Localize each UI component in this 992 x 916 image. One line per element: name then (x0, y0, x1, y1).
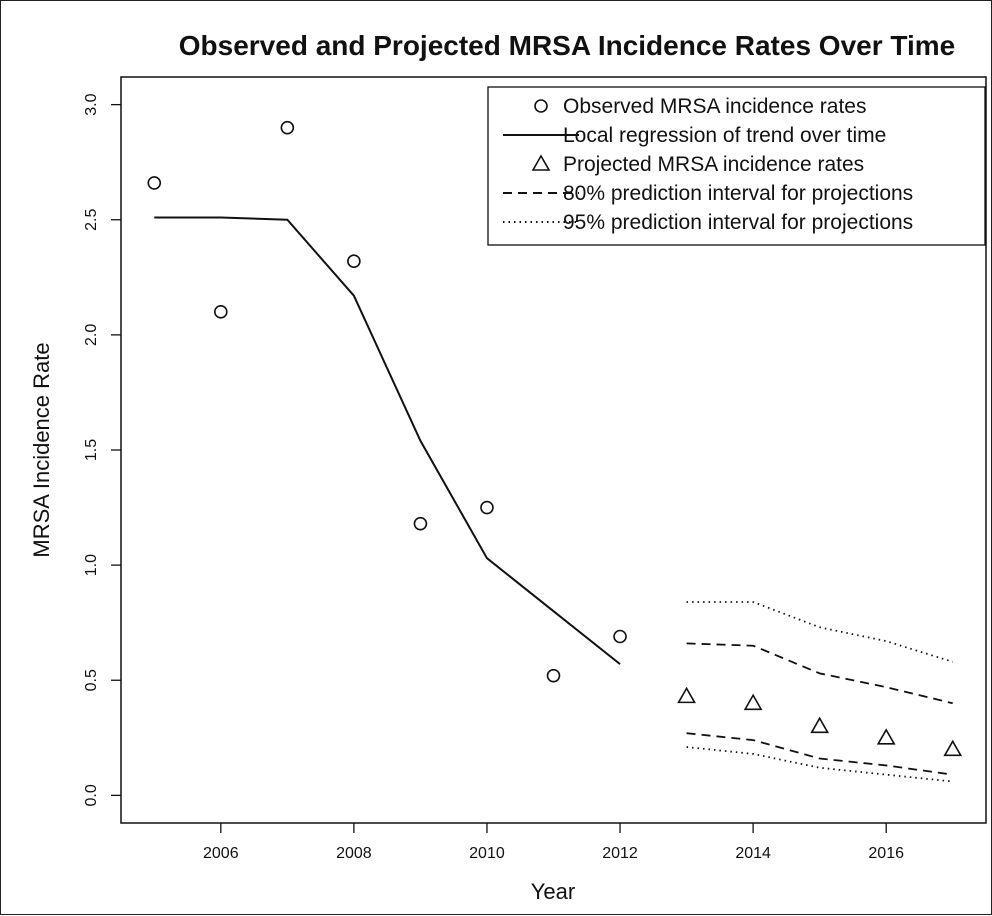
legend-item: Local regression of trend over time (503, 124, 886, 147)
x-tick-label: 2014 (735, 845, 771, 862)
x-tick-label: 2010 (469, 845, 505, 862)
trend-line (154, 216, 621, 665)
observed-point (280, 120, 295, 135)
legend-label: 80% prediction interval for projections (563, 182, 913, 205)
legend: Observed MRSA incidence rates Local regre… (487, 86, 986, 246)
legend-box (487, 86, 986, 246)
pi95-upper-line (686, 601, 953, 663)
legend-triangle-marker (531, 154, 551, 171)
legend-label: 95% prediction interval for projections (563, 211, 913, 234)
legend-circle-marker (534, 99, 548, 113)
y-tick-label: 2.0 (83, 324, 100, 346)
y-tick-label: 0.5 (83, 669, 100, 691)
observed-point (480, 500, 494, 515)
projected-point (943, 739, 963, 757)
projected-point (677, 686, 696, 704)
legend-item: 80% prediction interval for projections (503, 182, 913, 205)
x-tick-label: 2016 (868, 845, 904, 862)
legend-label: Projected MRSA incidence rates (563, 153, 864, 176)
y-tick-label: 1.5 (83, 439, 100, 461)
plot-area: 2006 2008 2010 2012 2014 2016 0.0 0.5 1.0 1.5 2.0 2… (83, 76, 987, 862)
pi80-lower-line (686, 732, 953, 776)
observed-point (214, 305, 228, 319)
legend-item: 95% prediction interval for projections (503, 211, 913, 234)
pi80-upper-line (686, 642, 953, 705)
observed-point (347, 254, 361, 268)
projected-point (810, 716, 830, 734)
y-tick-label: 2.5 (83, 209, 100, 231)
pi95-lower-line (686, 746, 953, 783)
y-tick-label: 3.0 (83, 93, 100, 115)
observed-point (147, 176, 162, 190)
projected-point (743, 693, 763, 711)
observed-point (546, 668, 561, 683)
observed-point (413, 516, 428, 531)
legend-item: Observed MRSA incidence rates (534, 95, 866, 118)
legend-label: Observed MRSA incidence rates (563, 95, 866, 118)
x-tick-label: 2006 (203, 845, 239, 862)
projected-point (876, 728, 896, 745)
observed-point (613, 629, 627, 644)
y-axis-label: MRSA Incidence Rate (29, 342, 54, 557)
chart-title: Observed and Projected MRSA Incidence Ra… (179, 30, 956, 61)
x-tick-label: 2012 (602, 845, 638, 862)
x-tick-label: 2008 (336, 845, 372, 862)
legend-item: Projected MRSA incidence rates (531, 153, 864, 176)
legend-label: Local regression of trend over time (563, 124, 886, 147)
x-axis-label: Year (531, 879, 575, 904)
y-tick-label: 1.0 (83, 554, 100, 576)
y-tick-label: 0.0 (83, 784, 100, 806)
